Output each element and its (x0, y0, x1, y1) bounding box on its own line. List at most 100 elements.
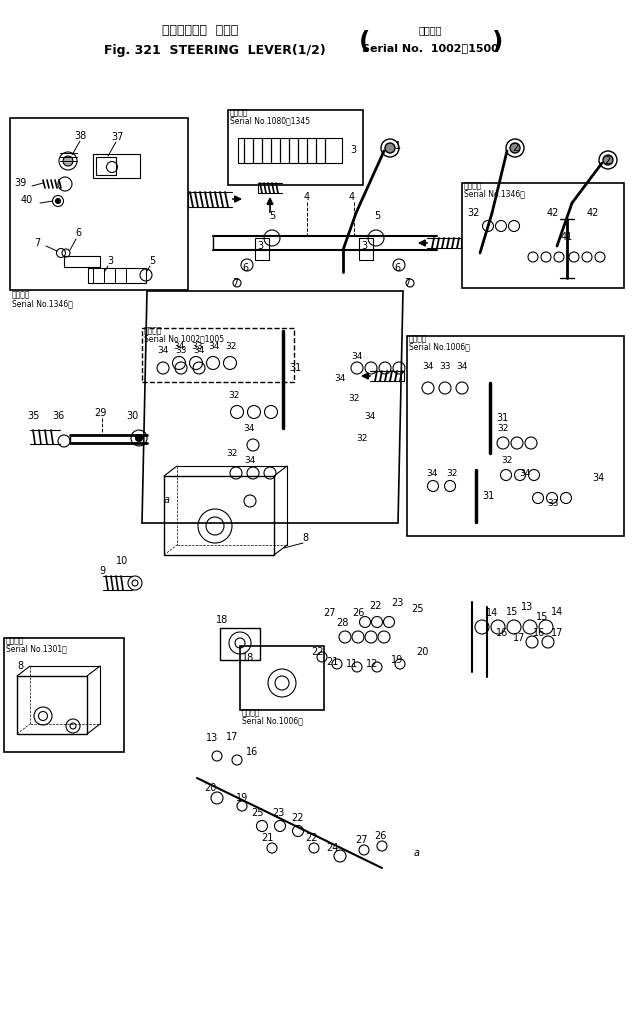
Text: Serial No.1080－1345: Serial No.1080－1345 (230, 116, 310, 125)
Text: 33: 33 (191, 341, 203, 351)
Text: Serial No.1006－: Serial No.1006－ (242, 716, 303, 726)
Text: 32: 32 (446, 469, 458, 478)
Text: 19: 19 (236, 793, 248, 803)
Text: 34: 34 (173, 341, 185, 351)
Text: 24: 24 (326, 843, 338, 853)
Text: 34: 34 (426, 469, 438, 478)
Text: 34: 34 (244, 455, 256, 465)
Bar (407, 336, 624, 536)
Text: 6: 6 (394, 263, 400, 273)
Text: 39: 39 (14, 178, 26, 187)
Text: ステアリング  レバー: ステアリング レバー (162, 23, 238, 37)
Text: 40: 40 (21, 195, 33, 205)
Text: 25: 25 (251, 808, 264, 818)
Text: 14: 14 (486, 608, 498, 618)
Text: 33: 33 (175, 345, 187, 355)
Text: 4: 4 (349, 192, 355, 202)
Text: 7: 7 (34, 238, 40, 248)
Bar (96, 157, 116, 175)
Text: 17: 17 (551, 628, 563, 638)
Text: 35: 35 (27, 411, 39, 421)
Text: 26: 26 (352, 608, 364, 618)
Text: 5: 5 (269, 211, 275, 221)
Text: 34: 34 (208, 341, 220, 351)
Text: 27: 27 (356, 835, 368, 845)
Text: 20: 20 (416, 647, 428, 657)
Text: 42: 42 (547, 208, 559, 218)
Text: 31: 31 (289, 363, 301, 373)
Text: 5: 5 (374, 211, 380, 221)
Text: 17: 17 (226, 732, 238, 742)
Circle shape (55, 199, 60, 204)
Text: 8: 8 (302, 533, 308, 543)
Text: 21: 21 (261, 833, 273, 843)
Circle shape (385, 143, 395, 153)
Text: 20: 20 (204, 783, 216, 793)
Text: 7: 7 (232, 278, 238, 288)
Bar (10, 118, 188, 290)
Bar (164, 476, 274, 555)
Text: 適用号機: 適用号機 (464, 181, 483, 191)
Text: 6: 6 (242, 263, 248, 273)
Bar (462, 183, 624, 288)
Text: 6: 6 (75, 228, 81, 238)
Text: 26: 26 (374, 832, 386, 841)
Text: 41: 41 (561, 232, 573, 242)
Bar (255, 238, 269, 260)
Text: Serial No.1301－: Serial No.1301－ (6, 644, 67, 653)
Circle shape (63, 156, 73, 166)
Text: a: a (164, 495, 170, 505)
Text: 17: 17 (513, 633, 525, 643)
Text: 31: 31 (496, 413, 508, 423)
Text: 34: 34 (422, 362, 434, 371)
Text: 32: 32 (229, 390, 239, 399)
Text: 2: 2 (604, 156, 610, 166)
Text: 34: 34 (193, 345, 204, 355)
Text: 34: 34 (364, 412, 376, 421)
Text: 16: 16 (496, 628, 508, 638)
Text: 36: 36 (52, 411, 64, 421)
Text: 32: 32 (497, 424, 509, 432)
Text: 適用号機: 適用号機 (418, 25, 442, 35)
Text: 18: 18 (242, 653, 254, 663)
Text: 34: 34 (351, 352, 363, 361)
Text: 7: 7 (404, 278, 410, 288)
Bar (142, 328, 294, 382)
Text: 34: 34 (592, 473, 604, 483)
Text: 27: 27 (324, 608, 337, 618)
Text: 適用号機: 適用号機 (230, 108, 248, 117)
Text: 34: 34 (157, 345, 169, 355)
Text: 13: 13 (206, 733, 218, 743)
Text: 適用号機: 適用号機 (242, 708, 260, 717)
Text: 38: 38 (74, 131, 86, 141)
Text: 28: 28 (336, 618, 348, 628)
Text: 4: 4 (304, 192, 310, 202)
Text: 32: 32 (225, 341, 237, 351)
Text: 31: 31 (482, 491, 494, 501)
Text: 3: 3 (361, 242, 367, 251)
Text: Serial No.1002－1005: Serial No.1002－1005 (144, 334, 224, 343)
Text: 34: 34 (334, 374, 345, 382)
Text: 16: 16 (533, 628, 545, 638)
Bar (93, 154, 140, 178)
Bar (17, 676, 87, 734)
Bar (228, 110, 363, 185)
Text: 21: 21 (326, 657, 338, 667)
Text: 25: 25 (411, 604, 424, 614)
Text: 適用号機: 適用号機 (409, 334, 427, 343)
Text: 34: 34 (457, 362, 468, 371)
Text: ): ) (492, 30, 504, 54)
Text: 14: 14 (551, 607, 563, 616)
Text: 19: 19 (391, 655, 403, 665)
Text: 32: 32 (349, 393, 359, 403)
Text: 18: 18 (216, 615, 228, 625)
Text: 22: 22 (305, 833, 318, 843)
Text: Serial No.1346－: Serial No.1346－ (464, 190, 525, 199)
Text: 15: 15 (506, 607, 518, 616)
Text: 13: 13 (521, 602, 533, 612)
Text: 32: 32 (356, 433, 368, 442)
Text: 22: 22 (311, 647, 323, 657)
Text: 10: 10 (116, 556, 128, 566)
Text: 30: 30 (126, 411, 138, 421)
Text: 適用号機: 適用号機 (6, 637, 25, 645)
